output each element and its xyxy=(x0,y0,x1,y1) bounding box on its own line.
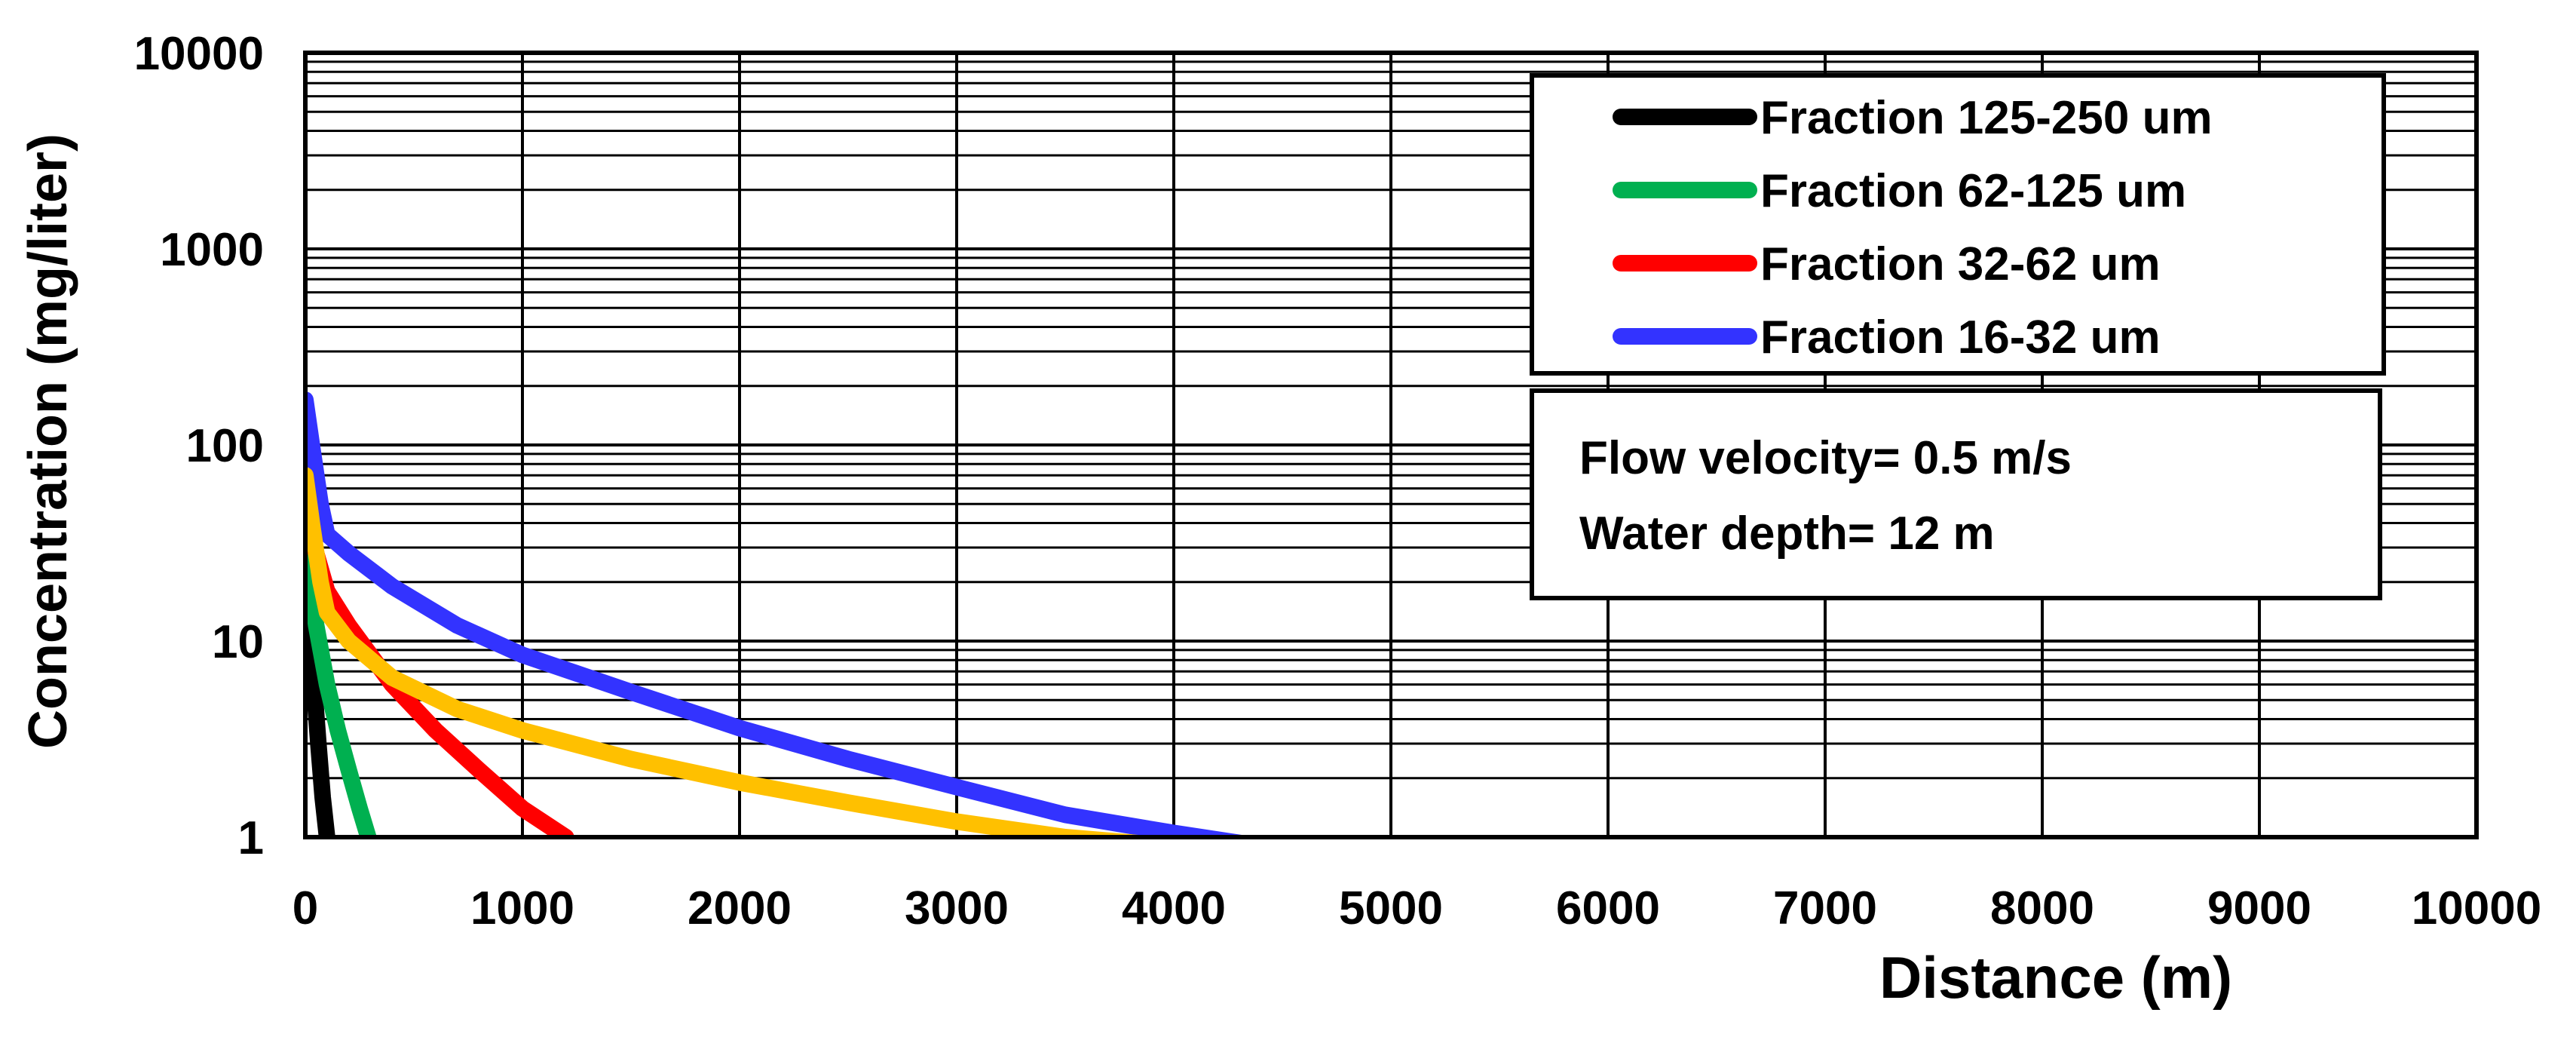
x-tick-label: 6000 xyxy=(1556,882,1660,934)
annotation-water-depth: Water depth= 12 m xyxy=(1579,508,1995,560)
y-tick-label: 10000 xyxy=(134,28,264,80)
legend-label: Fraction 32-62 um xyxy=(1760,238,2161,290)
y-tick-label: 1000 xyxy=(160,224,264,276)
legend-label: Fraction 125-250 um xyxy=(1760,92,2213,144)
y-axis-label: Concentration (mg/liter) xyxy=(18,133,78,749)
series-line-3 xyxy=(305,391,1257,837)
legend-label: Fraction 62-125 um xyxy=(1760,165,2186,217)
x-tick-label: 1000 xyxy=(470,882,574,934)
x-axis-label: Distance (m) xyxy=(1879,944,2232,1011)
plot-frame xyxy=(303,51,2479,839)
legend-entries: Fraction 125-250 um Fraction 62-125 um Fra… xyxy=(1613,92,2213,364)
x-tick-label: 0 xyxy=(293,882,318,934)
x-tick-label: 8000 xyxy=(1990,882,2094,934)
y-tick-label: 100 xyxy=(186,420,264,472)
x-tick-label: 7000 xyxy=(1773,882,1877,934)
legend-label: Fraction 16-32 um xyxy=(1760,311,2161,364)
annotation-box: Flow velocity= 0.5 m/s Water depth= 12 m xyxy=(1530,388,2382,600)
x-tick-labels: 0 1000 2000 3000 4000 5000 6000 7000 8000 9000 100… xyxy=(293,882,2541,934)
y-tick-label: 10 xyxy=(212,616,264,668)
series-line-1 xyxy=(305,514,377,837)
series-line-4 xyxy=(305,467,1166,837)
x-tick-label: 4000 xyxy=(1122,882,1226,934)
x-tick-label: 9000 xyxy=(2207,882,2311,934)
legend: Fraction 125-250 um Fraction 62-125 um Fra… xyxy=(1530,73,2386,376)
y-tick-labels: 1 10 100 1000 10000 xyxy=(134,28,264,864)
y-tick-label: 1 xyxy=(238,812,264,864)
x-tick-label: 10000 xyxy=(2412,882,2541,934)
x-tick-label: 2000 xyxy=(688,882,792,934)
x-tick-label: 3000 xyxy=(905,882,1009,934)
annotation-frame xyxy=(1530,388,2382,600)
x-tick-label: 5000 xyxy=(1339,882,1443,934)
annotation-flow-velocity: Flow velocity= 0.5 m/s xyxy=(1579,432,2072,484)
series-layer xyxy=(305,391,1257,837)
